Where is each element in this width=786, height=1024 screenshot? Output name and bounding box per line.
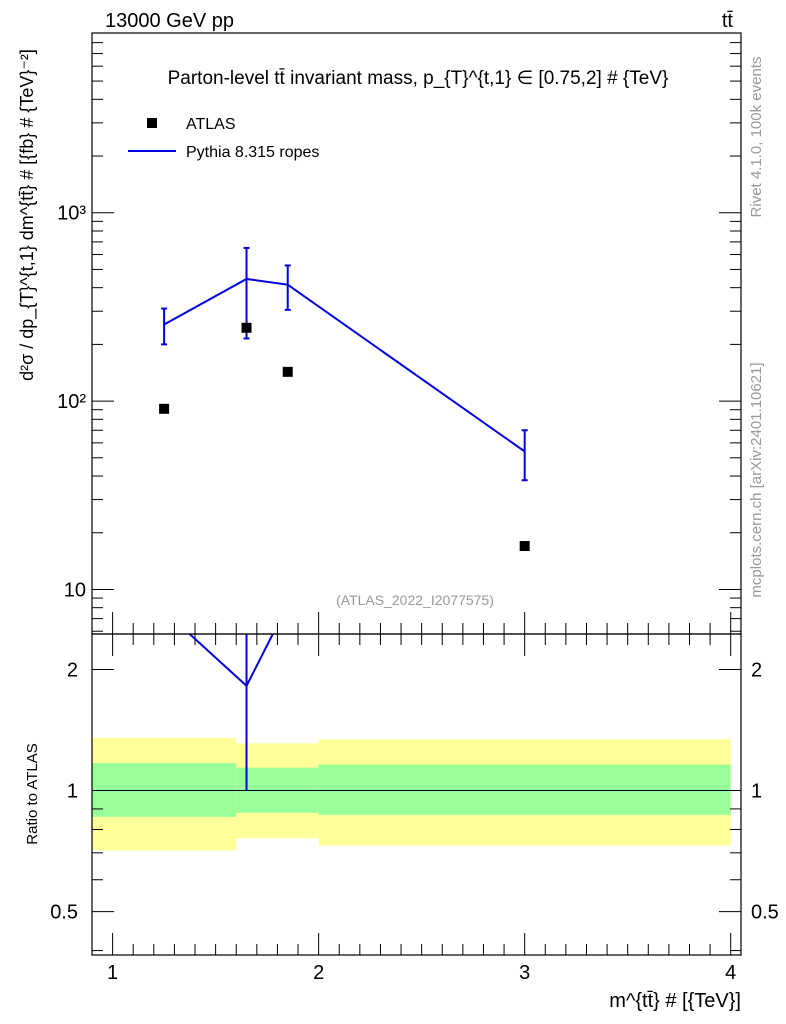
atlas-data-point [159,403,170,414]
main-panel: 10 10² 10³ Parton-level tt̄ invariant mass… [17,32,742,635]
legend-atlas-label: ATLAS [186,116,236,133]
main-y-axis-label: d²σ / dp_{T}^{t,1} dm^{tt̄} # [{fb} # {T… [17,49,38,381]
main-y-axis: 10 10² 10³ [57,32,741,632]
ratio-uncertainty-bands [92,738,731,851]
ratio-y-axis: 0.5 0.5 1 1 2 2 [50,659,779,952]
x-axis-label: m^{tt̄} # [{TeV}] [609,990,741,1012]
atlas-data-point [519,541,530,552]
ratio-y-tick-label-left: 2 [67,659,78,681]
ratio-frame [91,633,742,956]
ratio-y-axis-label: Ratio to ATLAS [24,743,41,844]
ratio-x-axis: 1 2 3 4 [107,634,736,984]
ratio-y-tick-label-right: 0.5 [751,902,779,924]
legend: ATLAS Pythia 8.315 ropes [128,116,319,161]
x-tick-label: 2 [313,962,324,984]
ratio-y-tick-label-right: 2 [751,659,762,681]
main-series [159,246,530,552]
ratio-y-tick-label-left: 0.5 [50,902,78,924]
x-tick-label: 1 [107,962,118,984]
ratio-y-tick-label-right: 1 [751,781,762,803]
rivet-version-label: Rivet 4.1.0, 100k events [748,57,765,218]
ratio-y-tick-label-left: 1 [67,781,78,803]
x-tick-label: 3 [519,962,530,984]
x-tick-label: 4 [725,962,736,984]
legend-pythia-label: Pythia 8.315 ropes [186,144,319,161]
process-label: tt̄ [722,10,734,32]
ratio-band-inner [318,764,731,815]
ratio-panel: 0.5 0.5 1 1 2 2 1 2 3 4 Ratio to ATLAS m^{tt̄} #… [24,633,779,1012]
ratio-series [188,634,274,791]
main-x-ticks [112,612,732,634]
main-y-tick-label: 10³ [57,203,86,225]
atlas-data-point [241,322,252,333]
legend-atlas-marker [147,118,157,128]
pythia-line [163,277,526,453]
atlas-data-point [282,366,293,377]
ratio-band-inner [92,763,237,817]
collision-energy-label: 13000 GeV pp [105,10,234,32]
ratio-line [188,634,274,688]
main-y-tick-label: 10 [64,579,86,601]
analysis-watermark: (ATLAS_2022_I2077575) [336,592,494,608]
chart-title: Parton-level tt̄ invariant mass, p_{T}^{… [168,68,669,89]
mcplots-source-label: mcplots.cern.ch [arXiv:2401.10621] [748,362,765,597]
main-y-tick-label: 10² [57,391,86,413]
